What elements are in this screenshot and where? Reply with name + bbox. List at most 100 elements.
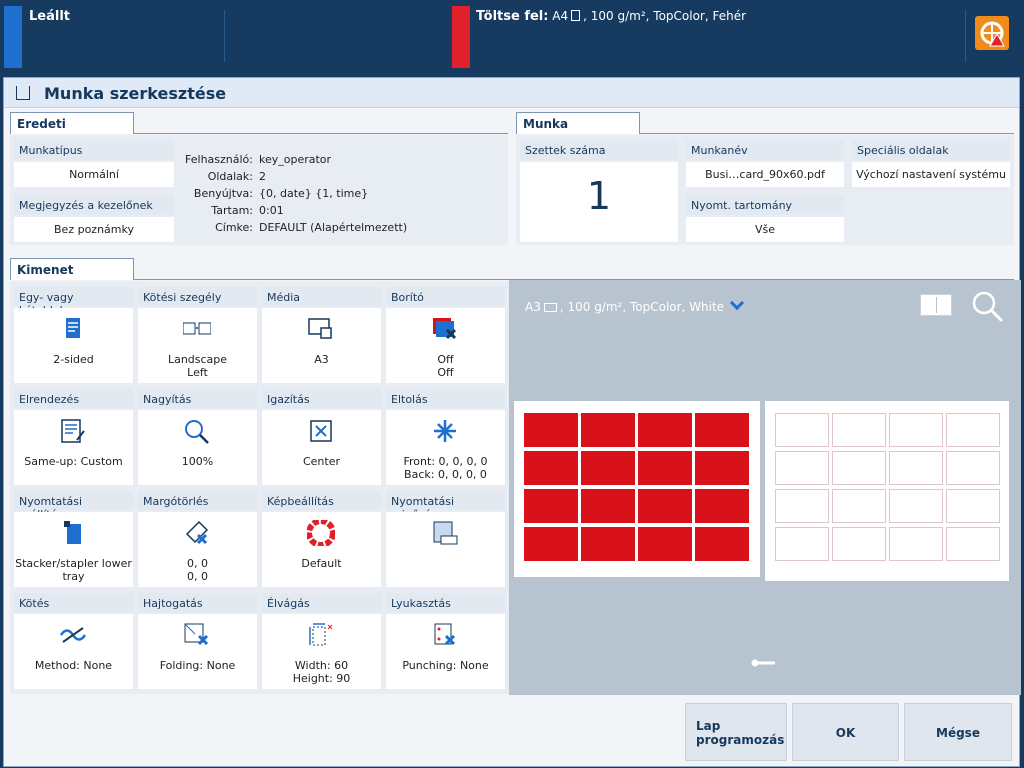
tab-eredeti[interactable]: Eredeti: [10, 112, 134, 134]
specialis-label: Speciális oldalak: [852, 140, 1010, 160]
output-setting-tile[interactable]: Front: 0, 0, 0, 0 Back: 0, 0, 0, 0: [386, 410, 505, 485]
business-card-thumbnail: [889, 527, 943, 561]
status-bar: Leállt Töltse fel: A4 , 100 g/m², TopColo…: [0, 0, 1024, 70]
print-quality-icon: [431, 520, 459, 546]
output-setting-tile[interactable]: Default: [262, 512, 381, 587]
cover-icon: [431, 316, 459, 342]
business-card-thumbnail: [524, 489, 578, 523]
align-center-icon: [307, 418, 335, 444]
binding-edge-icon: [182, 316, 212, 342]
tile-label: Elrendezés: [14, 389, 133, 408]
szettek-label: Szettek száma: [520, 140, 678, 160]
munkatipus-field[interactable]: Normální: [14, 162, 174, 187]
ok-button[interactable]: OK: [792, 703, 899, 761]
business-card-thumbnail: [775, 527, 829, 561]
status-indicator: [4, 6, 22, 68]
output-setting-tile[interactable]: 100%: [138, 410, 257, 485]
tab-kimenet[interactable]: Kimenet: [10, 258, 134, 280]
business-card-thumbnail: [889, 413, 943, 447]
binding-icon: [59, 622, 87, 648]
printer-status[interactable]: Leállt: [29, 9, 70, 24]
business-card-thumbnail: [832, 413, 886, 447]
tile-value: Off Off: [437, 353, 454, 379]
page-programming-button[interactable]: Lap programozás: [685, 703, 787, 761]
preview-media-selector[interactable]: A3 , 100 g/m², TopColor, White: [525, 295, 745, 314]
tab-munka[interactable]: Munka: [516, 112, 640, 134]
divider: [224, 10, 225, 62]
tile-value: 100%: [181, 455, 214, 468]
printer-warning-icon[interactable]: [975, 16, 1009, 50]
output-setting-tile[interactable]: Off Off: [386, 308, 505, 383]
load-message[interactable]: Töltse fel: A4 , 100 g/m², TopColor, Fehé…: [476, 9, 746, 24]
business-card-thumbnail: [775, 413, 829, 447]
output-setting-tile[interactable]: Width: 60 Height: 90: [262, 614, 381, 689]
book-view-icon[interactable]: [920, 294, 952, 316]
business-card-thumbnail: [889, 489, 943, 523]
output-setting-tile[interactable]: Method: None: [14, 614, 133, 689]
output-setting-tile[interactable]: 0, 0 0, 0: [138, 512, 257, 587]
preview-sheet-front[interactable]: [514, 401, 760, 577]
business-card-thumbnail: [946, 413, 1000, 447]
business-card-thumbnail: [581, 451, 635, 485]
business-card-thumbnail: [832, 527, 886, 561]
output-setting-tile[interactable]: Folding: None: [138, 614, 257, 689]
output-setting-tile[interactable]: [386, 512, 505, 587]
business-card-thumbnail: [524, 413, 578, 447]
business-card-thumbnail: [581, 489, 635, 523]
tile-label: Kötés: [14, 593, 133, 612]
output-setting-tile[interactable]: Center: [262, 410, 381, 485]
tile-value: Width: 60 Height: 90: [292, 659, 351, 685]
output-setting-tile[interactable]: Landscape Left: [138, 308, 257, 383]
special-pages-field[interactable]: Výchozí nastavení systému: [852, 162, 1010, 187]
zoom-icon[interactable]: [971, 290, 1005, 324]
business-card-thumbnail: [832, 451, 886, 485]
tile-label: Lyukasztás: [386, 593, 505, 612]
folding-icon: [183, 622, 211, 648]
output-setting-tile[interactable]: A3: [262, 308, 381, 383]
tile-value: 2-sided: [53, 353, 94, 366]
preview-sheet-back[interactable]: [765, 401, 1009, 581]
business-card-thumbnail: [946, 489, 1000, 523]
info-value: 0:01: [259, 204, 284, 217]
edit-job-dialog: Munka szerkesztése Eredeti Munkatípus No…: [3, 77, 1021, 767]
tile-value: Same-up: Custom: [24, 455, 123, 468]
business-card-thumbnail: [775, 489, 829, 523]
business-card-thumbnail: [581, 413, 635, 447]
tile-label: Igazítás: [262, 389, 381, 408]
business-card-thumbnail: [775, 451, 829, 485]
edge-erase-icon: [183, 520, 211, 546]
business-card-thumbnail: [638, 527, 692, 561]
preview-media-size: A3: [525, 300, 541, 314]
dialog-title-bar: Munka szerkesztése: [4, 78, 1019, 108]
sets-count-field[interactable]: 1: [520, 162, 678, 242]
page-portrait-icon: [571, 10, 581, 21]
tile-label: Kötési szegély: [138, 287, 257, 306]
tile-value: A3: [314, 353, 329, 366]
info-key: Felhasználó:: [185, 153, 253, 166]
megjegyzes-field[interactable]: Bez poznámky: [14, 217, 174, 242]
munkatipus-label: Munkatípus: [14, 140, 174, 160]
business-card-thumbnail: [638, 489, 692, 523]
tile-value: Landscape Left: [167, 353, 228, 379]
tile-value: Center: [302, 455, 341, 468]
business-card-thumbnail: [524, 451, 578, 485]
divider: [965, 10, 966, 62]
info-value: key_operator: [259, 153, 332, 166]
page-programming-label: Lap programozás: [696, 719, 785, 747]
output-setting-tile[interactable]: Stacker/stapler lower tray: [14, 512, 133, 587]
output-setting-tile[interactable]: 2-sided: [14, 308, 133, 383]
business-card-thumbnail: [638, 413, 692, 447]
page-slider-handle[interactable]: [747, 658, 779, 668]
layout-icon: [59, 418, 87, 444]
print-range-field[interactable]: Vše: [686, 217, 844, 242]
tile-label: Nyomtatási minőség: [386, 491, 505, 521]
output-setting-tile[interactable]: Punching: None: [386, 614, 505, 689]
cancel-button[interactable]: Mégse: [904, 703, 1012, 761]
duplex-icon: [59, 316, 87, 342]
cancel-label: Mégse: [936, 726, 980, 740]
tile-label: Hajtogatás: [138, 593, 257, 612]
business-card-thumbnail: [638, 451, 692, 485]
job-name-field[interactable]: Busi…card_90x60.pdf: [686, 162, 844, 187]
output-setting-tile[interactable]: Same-up: Custom: [14, 410, 133, 485]
zoom-icon: [183, 418, 211, 444]
